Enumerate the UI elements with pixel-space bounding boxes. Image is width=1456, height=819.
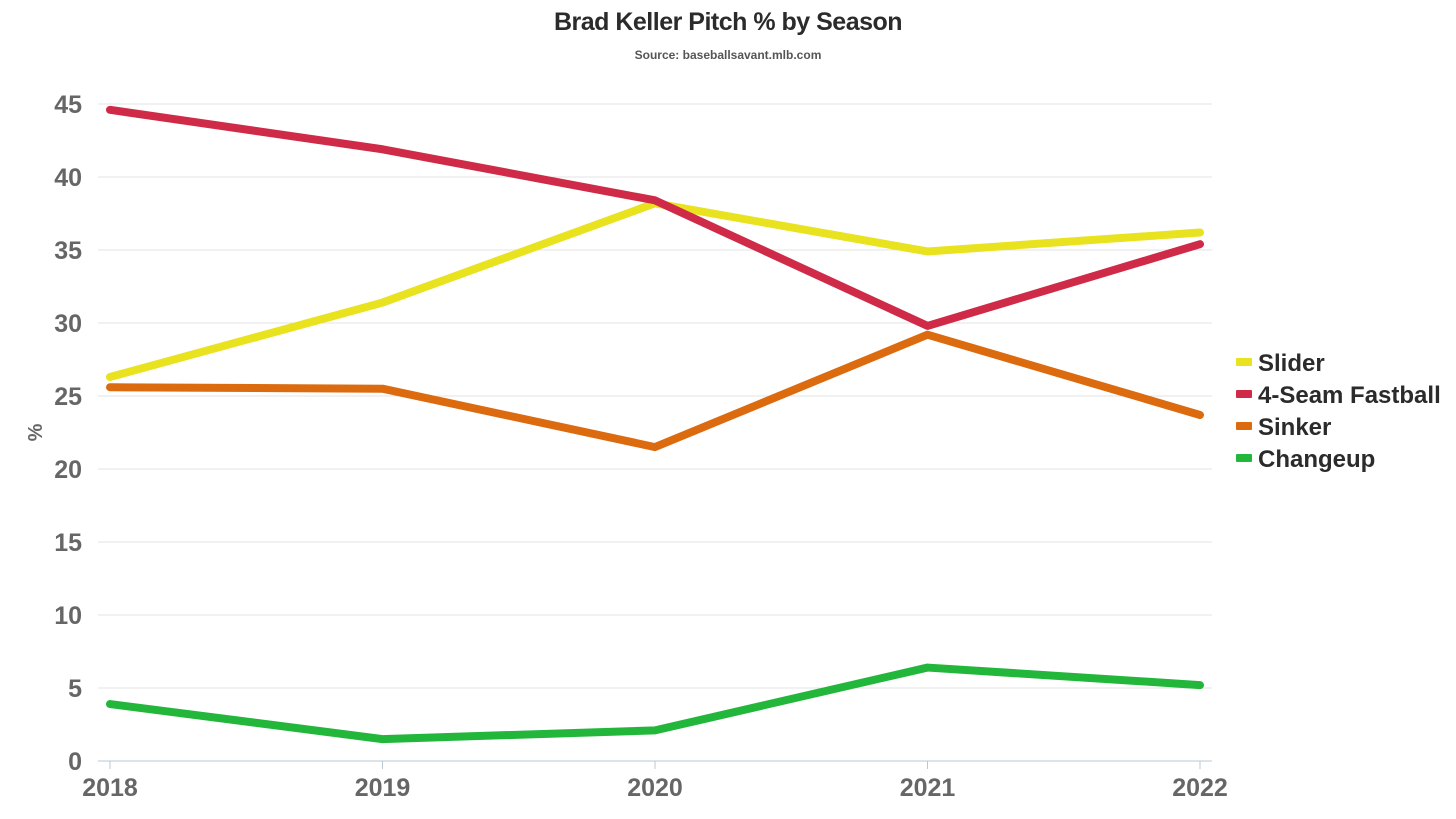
legend-label-changeup: Changeup — [1258, 446, 1375, 473]
x-tick-label: 2021 — [900, 774, 956, 802]
y-tick-label: 25 — [54, 383, 82, 411]
y-tick-label: 30 — [54, 310, 82, 338]
y-tick-label: 10 — [54, 602, 82, 630]
chart-title: Brad Keller Pitch % by Season — [553, 8, 903, 36]
legend-swatch-sinker — [1236, 422, 1252, 430]
legend-label-sinker: Sinker — [1258, 414, 1331, 441]
x-tick-label: 2018 — [82, 774, 138, 802]
legend-swatch-4-seam-fastball — [1236, 390, 1252, 398]
legend-label-4-seam-fastball: 4-Seam Fastball — [1258, 382, 1441, 409]
y-tick-label: 45 — [54, 91, 82, 119]
x-tick-label: 2020 — [627, 774, 683, 802]
series-lines — [106, 105, 1204, 744]
series-line-changeup — [106, 663, 1204, 744]
y-tick-label: 0 — [68, 748, 82, 776]
y-tick-label: 40 — [54, 164, 82, 192]
series-line-4-seam-fastball — [106, 105, 1204, 330]
y-tick-label: 15 — [54, 529, 82, 557]
x-tick-label: 2019 — [355, 774, 411, 802]
axes: 0 5 10 15 20 25 30 35 40 45 2018 2019 2020 2021 2022% — [25, 91, 1228, 802]
y-axis-title: % — [25, 423, 47, 441]
y-tick-label: 35 — [54, 237, 82, 265]
chart-subtitle: Source: baseballsavant.mlb.com — [634, 48, 822, 62]
legend: Slider 4-Seam Fastball Sinker Changeup — [1236, 350, 1441, 473]
legend-swatch-slider — [1236, 358, 1252, 366]
grid-lines — [98, 103, 1212, 689]
legend-label-slider: Slider — [1258, 350, 1325, 377]
series-line-sinker — [106, 330, 1204, 452]
x-tick-label: 2022 — [1172, 774, 1228, 802]
legend-swatch-changeup — [1236, 454, 1252, 462]
y-tick-label: 5 — [68, 675, 82, 703]
y-tick-label: 20 — [54, 456, 82, 484]
